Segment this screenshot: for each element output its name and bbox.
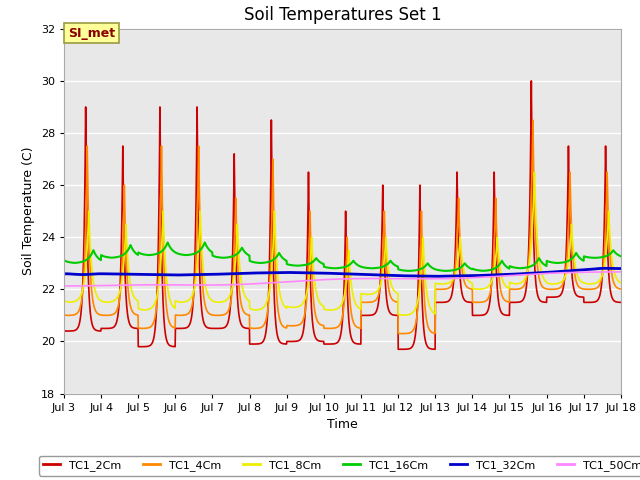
TC1_50Cm: [583, 269, 591, 275]
Title: Soil Temperatures Set 1: Soil Temperatures Set 1: [244, 6, 441, 24]
TC1_50Cm: [568, 270, 575, 276]
TC1_16Cm: [371, 265, 379, 271]
TC1_8Cm: [568, 230, 576, 236]
TC1_32Cm: [358, 272, 366, 277]
TC1_16Cm: [359, 264, 367, 270]
TC1_2Cm: [216, 325, 223, 331]
TC1_4Cm: [358, 300, 366, 305]
TC1_50Cm: [617, 269, 625, 275]
TC1_32Cm: [216, 271, 223, 277]
TC1_4Cm: [568, 238, 576, 244]
Text: SI_met: SI_met: [68, 26, 115, 40]
TC1_32Cm: [371, 272, 378, 278]
TC1_16Cm: [505, 265, 513, 271]
TC1_16Cm: [617, 253, 625, 259]
TC1_2Cm: [568, 273, 576, 278]
TC1_32Cm: [617, 265, 625, 271]
TC1_32Cm: [584, 267, 591, 273]
TC1_4Cm: [399, 331, 406, 336]
Legend: TC1_2Cm, TC1_4Cm, TC1_8Cm, TC1_16Cm, TC1_32Cm, TC1_50Cm: TC1_2Cm, TC1_4Cm, TC1_8Cm, TC1_16Cm, TC1…: [38, 456, 640, 476]
Line: TC1_2Cm: TC1_2Cm: [64, 81, 621, 349]
TC1_50Cm: [371, 276, 378, 281]
Y-axis label: Soil Temperature (C): Soil Temperature (C): [22, 147, 35, 276]
TC1_2Cm: [60, 328, 68, 334]
TC1_16Cm: [568, 256, 576, 262]
TC1_2Cm: [584, 300, 591, 305]
TC1_2Cm: [371, 311, 378, 317]
TC1_32Cm: [504, 272, 512, 277]
TC1_50Cm: [504, 273, 512, 278]
TC1_50Cm: [216, 282, 223, 288]
TC1_32Cm: [602, 265, 609, 271]
TC1_50Cm: [60, 283, 68, 289]
X-axis label: Time: Time: [327, 418, 358, 431]
TC1_2Cm: [397, 347, 405, 352]
TC1_8Cm: [584, 281, 591, 287]
TC1_4Cm: [216, 312, 223, 318]
TC1_4Cm: [584, 287, 591, 292]
TC1_16Cm: [164, 240, 172, 245]
TC1_16Cm: [405, 268, 413, 274]
TC1_32Cm: [60, 271, 68, 276]
TC1_16Cm: [60, 257, 68, 263]
TC1_8Cm: [60, 298, 68, 304]
TC1_8Cm: [617, 280, 625, 286]
TC1_2Cm: [527, 78, 535, 84]
TC1_32Cm: [568, 268, 575, 274]
TC1_4Cm: [60, 312, 68, 318]
TC1_8Cm: [531, 169, 538, 175]
TC1_2Cm: [358, 312, 366, 318]
TC1_16Cm: [216, 254, 223, 260]
TC1_8Cm: [358, 291, 366, 297]
TC1_50Cm: [358, 276, 366, 281]
TC1_4Cm: [504, 299, 512, 305]
TC1_2Cm: [617, 300, 625, 305]
TC1_4Cm: [617, 286, 625, 292]
TC1_4Cm: [529, 117, 537, 123]
TC1_8Cm: [371, 290, 378, 296]
TC1_8Cm: [401, 312, 408, 318]
TC1_2Cm: [504, 312, 512, 318]
Line: TC1_50Cm: TC1_50Cm: [64, 272, 621, 286]
Line: TC1_16Cm: TC1_16Cm: [64, 242, 621, 271]
TC1_8Cm: [504, 285, 512, 291]
Line: TC1_4Cm: TC1_4Cm: [64, 120, 621, 334]
TC1_32Cm: [431, 274, 439, 279]
TC1_4Cm: [371, 298, 378, 304]
Line: TC1_8Cm: TC1_8Cm: [64, 172, 621, 315]
Line: TC1_32Cm: TC1_32Cm: [64, 268, 621, 276]
TC1_16Cm: [584, 254, 591, 260]
TC1_8Cm: [216, 300, 223, 305]
